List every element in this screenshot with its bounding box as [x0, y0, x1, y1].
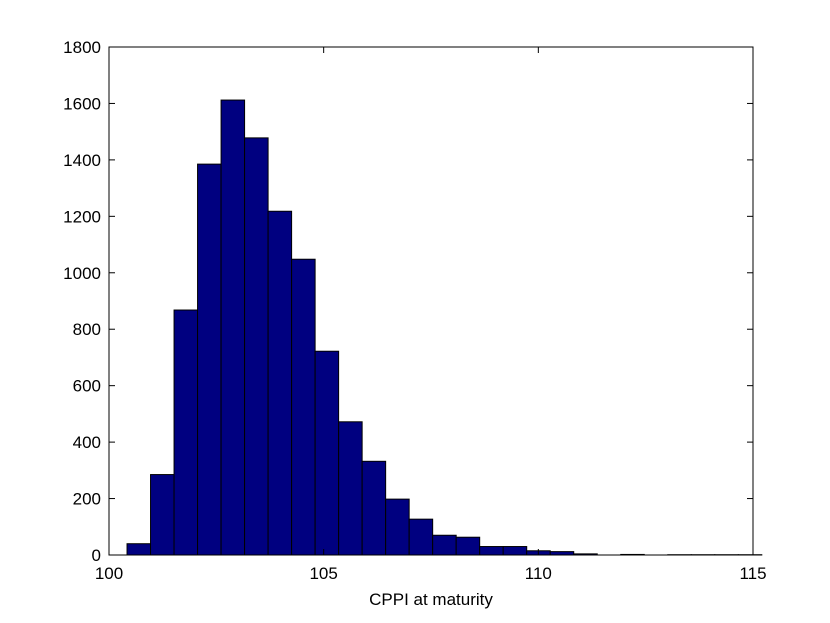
- histogram-bar: [502, 546, 528, 556]
- histogram-bar: [549, 551, 575, 556]
- y-tick-label: 600: [73, 377, 101, 396]
- y-tick-labels: 0 200 400 600 800 1000 1200 1400 1600 1800: [63, 38, 101, 565]
- y-tick-label: 1800: [63, 38, 101, 57]
- histogram-bar: [408, 518, 434, 556]
- histogram-bar: [220, 99, 246, 556]
- y-tick-label: 800: [73, 320, 101, 339]
- y-tick-label: 1000: [63, 264, 101, 283]
- histogram-bar: [150, 474, 175, 556]
- histogram-bar: [455, 536, 481, 556]
- y-tick-label: 200: [73, 490, 101, 509]
- histogram-bar: [479, 546, 504, 556]
- x-tick-label: 110: [525, 564, 552, 583]
- histogram-bar: [385, 498, 410, 556]
- histogram-bar: [126, 543, 152, 556]
- y-tick-label: 0: [92, 546, 101, 565]
- y-tick-label: 400: [73, 433, 101, 452]
- histogram-bar: [173, 309, 199, 556]
- histogram-bar: [361, 460, 387, 556]
- histogram-bar: [291, 258, 316, 556]
- histogram-bar: [432, 534, 457, 556]
- x-tick-label: 100: [95, 564, 123, 583]
- y-tick-label: 1400: [63, 151, 101, 170]
- histogram-bars: [126, 99, 763, 556]
- x-tick-labels: 100 105 110 115: [95, 564, 767, 583]
- histogram-bar: [244, 137, 269, 556]
- y-tick-label: 1200: [63, 207, 101, 226]
- y-tick-label: 1600: [63, 94, 101, 113]
- axis-ticks: [108, 46, 754, 556]
- histogram-bar: [338, 421, 363, 556]
- x-tick-label: 105: [309, 564, 337, 583]
- x-axis-label: CPPI at maturity: [369, 590, 493, 609]
- histogram-bar: [267, 210, 293, 556]
- histogram-bar: [314, 350, 340, 556]
- x-tick-label: 115: [739, 564, 766, 583]
- histogram-bar: [197, 163, 222, 556]
- plot-area-frame: [108, 46, 754, 556]
